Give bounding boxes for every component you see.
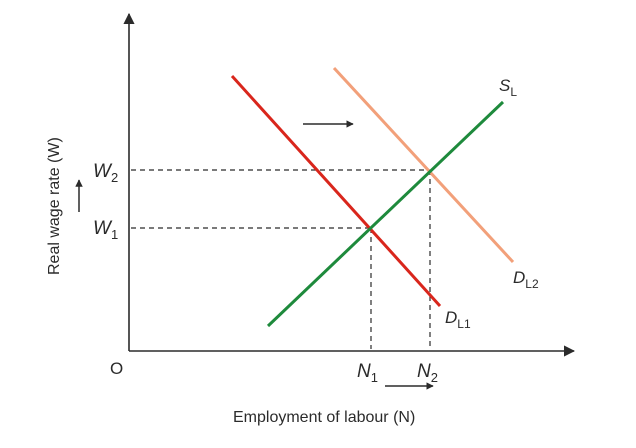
x-axis-title: Employment of labour (N) (233, 409, 415, 426)
y-axis-title: Real wage rate (W) (46, 137, 63, 275)
demand2-label: DL2 (513, 268, 539, 291)
w2-label: W2 (93, 161, 118, 185)
supply-label: SL (499, 76, 517, 99)
origin-label: O (110, 359, 123, 378)
supply-curve-sl (266, 100, 505, 328)
demand-curve-dl1 (230, 74, 442, 308)
demand-curve-dl2 (332, 66, 515, 264)
demand1-label: DL1 (445, 308, 471, 331)
n2-label: N2 (417, 361, 438, 385)
n1-label: N1 (357, 361, 378, 385)
w1-label: W1 (93, 218, 118, 242)
